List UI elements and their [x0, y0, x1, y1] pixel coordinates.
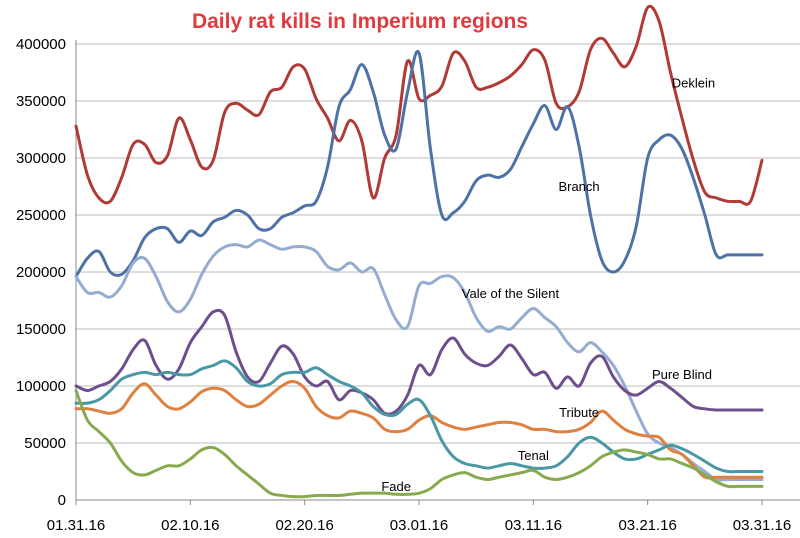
y-tick-label: 350000 [16, 93, 66, 110]
series-label-deklein: Deklein [672, 75, 715, 90]
y-tick-label: 250000 [16, 207, 66, 224]
y-tick-label: 400000 [16, 36, 66, 53]
y-tick-label: 150000 [16, 321, 66, 338]
series-line-tribute [74, 379, 764, 480]
series-label-tribute: Tribute [559, 405, 599, 420]
series-lines [74, 4, 764, 499]
y-tick-label: 50000 [24, 435, 66, 452]
series-line-pure-blind [74, 308, 764, 416]
x-axis-ticks: 01.31.16 02.10.16 02.20.16 03.01.16 03.11.16… [47, 500, 791, 534]
series-line-deklein [74, 4, 764, 206]
x-tick-label: 02.10.16 [161, 517, 219, 534]
y-tick-label: 200000 [16, 264, 66, 281]
series-line-branch [74, 49, 764, 279]
y-axis-ticks: 0 50000 100000 150000 200000 250000 300000 3500… [16, 36, 66, 509]
series-label-branch: Branch [558, 179, 599, 194]
series-line-vale-of-the-silent [74, 238, 764, 482]
y-tick-label: 0 [58, 492, 66, 509]
x-tick-label: 03.01.16 [390, 517, 448, 534]
x-tick-label: 03.21.16 [618, 517, 676, 534]
chart-title: Daily rat kills in Imperium regions [192, 10, 528, 33]
series-label-pure-blind: Pure Blind [652, 367, 712, 382]
series-labels: Deklein Branch Vale of the Silent Pure Blin… [381, 75, 715, 494]
series-label-tenal: Tenal [518, 448, 549, 463]
x-tick-label: 01.31.16 [47, 517, 105, 534]
x-tick-label: 02.20.16 [275, 517, 333, 534]
series-label-vale-of-the-silent: Vale of the Silent [462, 286, 560, 301]
y-tick-label: 100000 [16, 378, 66, 395]
series-label-fade: Fade [381, 479, 411, 494]
y-tick-label: 300000 [16, 150, 66, 167]
series-line-fade [74, 389, 764, 499]
x-tick-label: 03.11.16 [505, 517, 562, 534]
x-tick-label: 03.31.16 [733, 517, 791, 534]
